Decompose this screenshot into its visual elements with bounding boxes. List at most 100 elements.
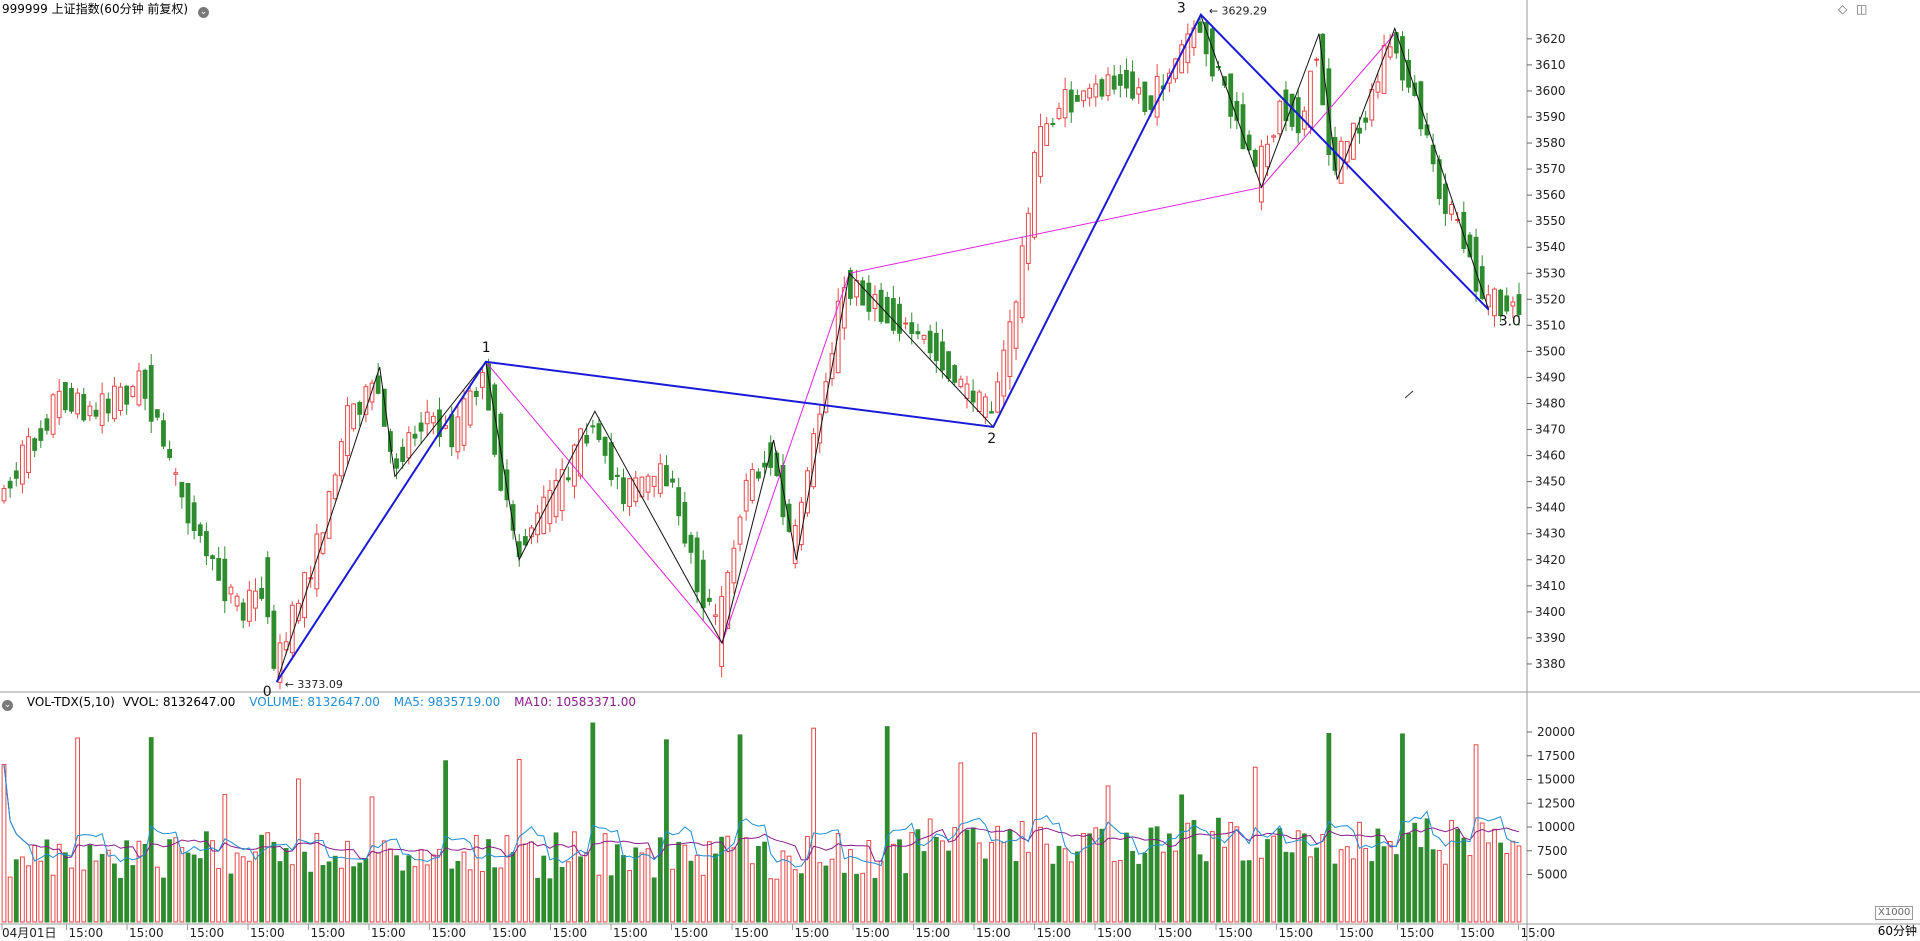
- candle-body: [768, 442, 774, 468]
- volume-bar: [271, 841, 277, 923]
- wave-point-label: 3.0: [1499, 314, 1521, 330]
- volume-bar: [381, 840, 387, 923]
- time-tick-label: 15:00: [613, 926, 648, 940]
- candle-body: [1369, 88, 1375, 121]
- volume-bar: [1209, 831, 1215, 923]
- volume-bar: [1160, 851, 1166, 923]
- candle-body: [756, 471, 761, 479]
- volume-bar: [1252, 766, 1258, 923]
- volume-bar: [1332, 863, 1338, 923]
- price-tick-label: 3530: [1535, 266, 1566, 280]
- diamond-icon[interactable]: ◇: [1838, 2, 1848, 16]
- volume-bar: [1393, 854, 1399, 923]
- candle-body: [664, 465, 669, 487]
- volume-bar: [786, 855, 792, 923]
- volume-bar: [1234, 826, 1240, 923]
- candle-body: [1068, 89, 1074, 113]
- candle-body: [1222, 76, 1227, 86]
- volume-bar: [1320, 833, 1326, 923]
- period-label[interactable]: 60分钟: [1877, 924, 1917, 938]
- candle-body: [596, 423, 602, 440]
- volume-bar: [326, 861, 332, 923]
- volume-bar: [1, 764, 7, 923]
- volume-bar: [351, 866, 357, 923]
- volume-bar: [185, 852, 191, 923]
- volume-bar: [1185, 822, 1191, 923]
- panel-toggle-icon[interactable]: ◫: [1856, 2, 1868, 16]
- candle-body: [1111, 75, 1117, 90]
- candle-body: [277, 642, 283, 683]
- volume-bar: [228, 873, 234, 923]
- volume-bar: [1418, 847, 1424, 923]
- volume-bar: [694, 854, 700, 923]
- price-tick-label: 3510: [1535, 318, 1566, 332]
- candle-body: [161, 420, 166, 447]
- candle-body: [148, 365, 154, 422]
- volume-bar: [1124, 832, 1129, 923]
- volume-bar: [627, 870, 633, 923]
- candle-body: [762, 462, 767, 468]
- candle-body: [1271, 135, 1277, 138]
- volume-bar: [1289, 852, 1295, 923]
- volume-bar: [982, 858, 988, 923]
- volume-bar: [308, 871, 314, 923]
- candle-body: [62, 382, 68, 411]
- candle-body: [1265, 143, 1270, 168]
- volume-bar: [596, 874, 602, 923]
- candle-body: [1179, 44, 1185, 74]
- chevron-down-icon[interactable]: ⌄: [2, 700, 13, 711]
- volume-bar: [191, 854, 197, 923]
- extreme-value-label: ← 3373.09: [285, 678, 343, 691]
- candle-body: [676, 487, 682, 517]
- volume-bar: [1019, 821, 1025, 923]
- volume-bar: [210, 840, 215, 923]
- candle-body: [1130, 71, 1135, 99]
- volume-bar: [265, 832, 271, 923]
- volume-value: VOLUME: 8132647.00: [249, 695, 380, 709]
- candle-body: [835, 300, 841, 374]
- candle-body: [608, 442, 614, 481]
- volume-bar: [26, 865, 31, 923]
- candle-body: [1203, 22, 1209, 55]
- volume-bar: [332, 855, 338, 923]
- candle-body: [112, 385, 117, 420]
- candle-body: [381, 388, 387, 427]
- candle-body: [240, 602, 246, 621]
- volume-bar: [259, 834, 265, 923]
- candle-body: [700, 559, 706, 609]
- volume-bar: [1467, 855, 1473, 923]
- volume-bar: [762, 841, 767, 923]
- price-tick-label: 3390: [1535, 631, 1566, 645]
- price-tick-label: 3580: [1535, 136, 1566, 150]
- chevron-down-icon[interactable]: ⌄: [198, 7, 210, 18]
- volume-bar: [277, 861, 283, 923]
- volume-bar: [700, 874, 706, 923]
- volume-bar: [645, 848, 651, 923]
- candle-body: [578, 428, 583, 477]
- candle-body: [99, 393, 105, 426]
- ma10-line: [3, 764, 1520, 862]
- candle-body: [1105, 74, 1111, 97]
- volume-bar: [424, 864, 430, 923]
- volume-bar: [1485, 842, 1491, 923]
- volume-bar: [112, 863, 117, 923]
- volume-bar: [320, 865, 326, 923]
- volume-bar: [958, 762, 964, 923]
- candle-body: [633, 477, 639, 503]
- candle-body: [749, 469, 755, 501]
- volume-bar: [1369, 861, 1375, 923]
- volume-bar: [841, 872, 847, 923]
- price-tick-label: 3540: [1535, 240, 1566, 254]
- volume-bar: [1173, 850, 1178, 923]
- candle-body: [1436, 159, 1442, 199]
- candle-body: [1124, 69, 1129, 89]
- candle-body: [553, 479, 559, 518]
- volume-bar: [725, 835, 731, 923]
- candle-body: [952, 365, 958, 383]
- volume-bar: [204, 831, 209, 923]
- candle-body: [326, 491, 332, 539]
- volume-bar: [1479, 822, 1485, 923]
- chart-header: 999999 上证指数(60分钟 前复权) ⌄: [2, 2, 219, 18]
- candle-body: [1019, 245, 1025, 319]
